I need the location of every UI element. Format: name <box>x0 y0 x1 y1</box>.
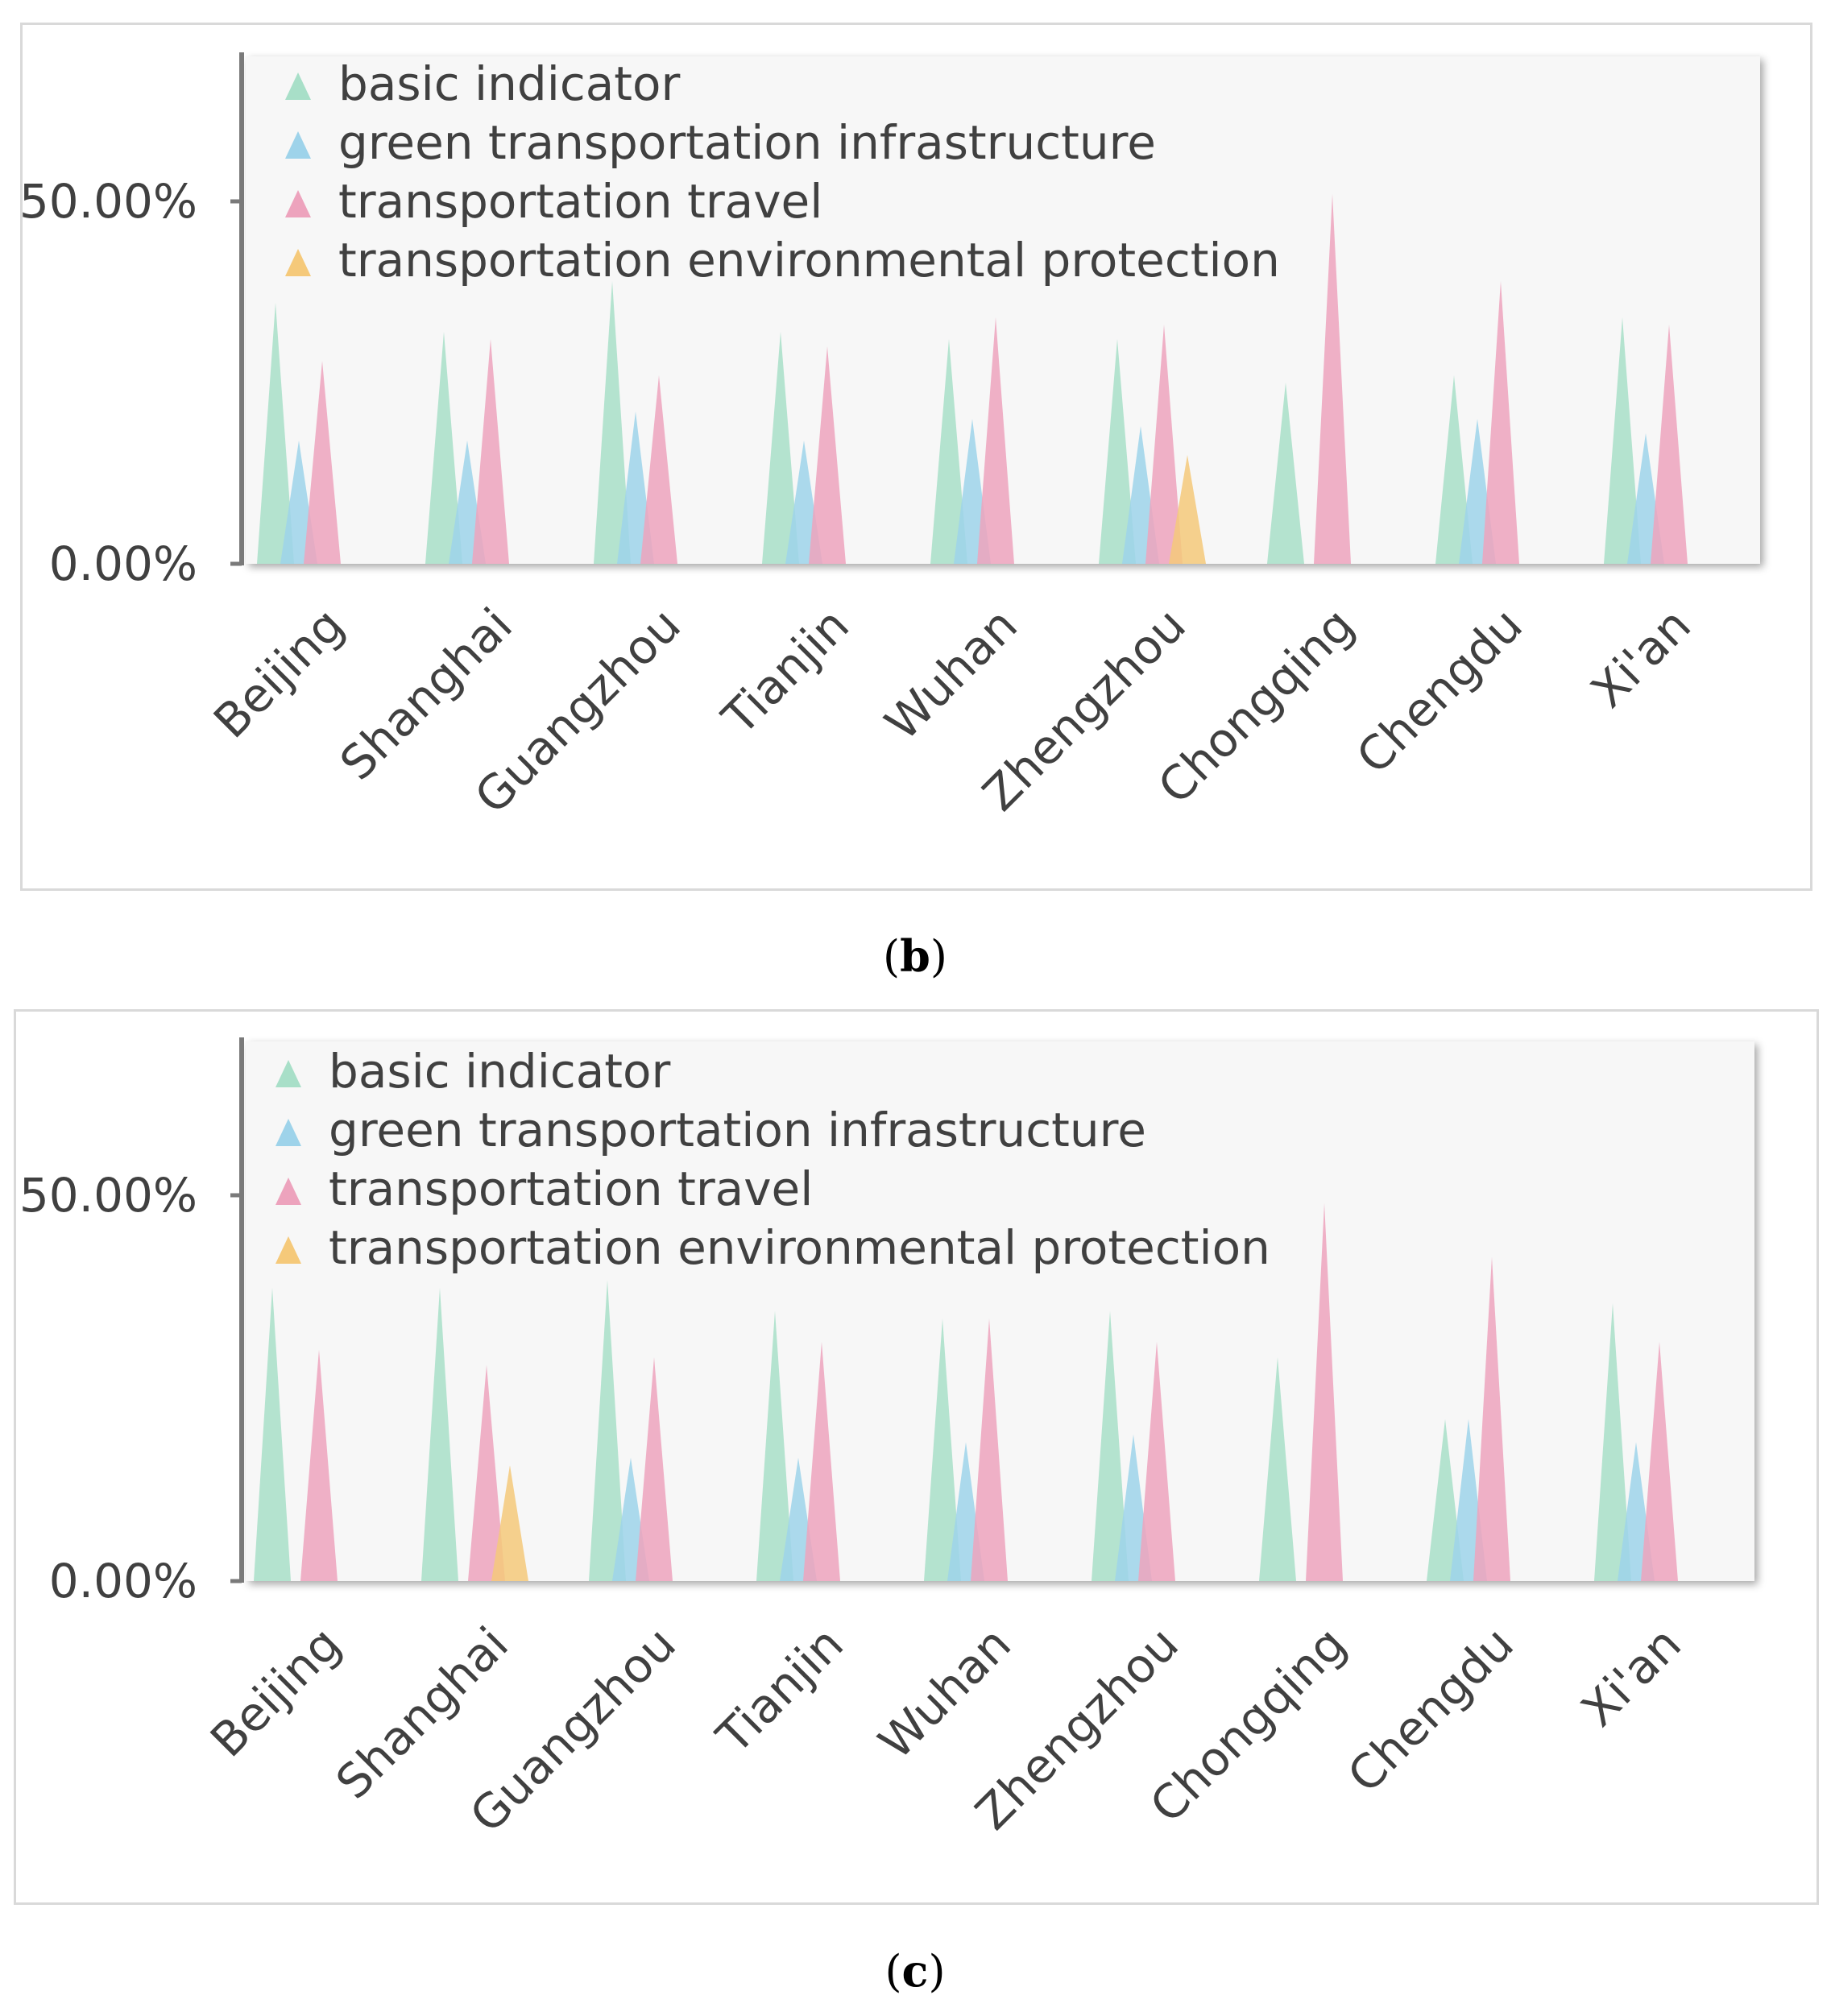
bar-tianjin-0 <box>762 332 799 564</box>
bar-zhengzhou-3 <box>1169 455 1206 564</box>
series-2 <box>300 1203 1678 1581</box>
bar-chengdu-0 <box>1427 1418 1464 1581</box>
legend-swatch <box>275 1060 301 1087</box>
x-tick-label: Tianjin <box>706 1617 854 1765</box>
series-2 <box>304 194 1688 564</box>
bar-shanghai-0 <box>425 332 462 564</box>
legend-swatch <box>275 1119 301 1146</box>
x-tick-label: Wuhan <box>875 598 1028 751</box>
y-tick-label: 50.00% <box>19 1168 197 1223</box>
legend-swatch <box>275 1236 301 1264</box>
bar-tianjin-0 <box>756 1310 793 1581</box>
bar-zhengzhou-2 <box>1145 325 1183 564</box>
x-tick-label: Chengdu <box>1346 598 1533 784</box>
bar-tianjin-2 <box>803 1342 840 1581</box>
bar-zhengzhou-0 <box>1092 1310 1129 1581</box>
bar-guangzhou-2 <box>636 1357 673 1581</box>
bar-guangzhou-0 <box>594 281 631 564</box>
caption-c-label: c <box>901 1945 929 1997</box>
bar-guangzhou-2 <box>640 375 677 564</box>
x-tick-label: Xi'an <box>1571 1617 1692 1737</box>
legend-swatch <box>285 190 311 217</box>
bar-chongqing-0 <box>1267 383 1304 564</box>
x-tick-label: Beijing <box>203 598 354 749</box>
bar-chengdu-2 <box>1473 1256 1510 1581</box>
bar-chengdu-0 <box>1435 375 1473 564</box>
x-tick-label: Tianjin <box>711 598 860 746</box>
bar-wuhan-2 <box>977 317 1014 564</box>
bar-xian-2 <box>1651 325 1688 564</box>
legend-label: green transportation infrastructure <box>329 1103 1146 1157</box>
legend-label: transportation travel <box>329 1161 813 1216</box>
bar-xian-2 <box>1641 1342 1678 1581</box>
legend-swatch <box>275 1178 301 1205</box>
bar-beijing-0 <box>254 1287 291 1581</box>
bar-zhengzhou-2 <box>1138 1342 1175 1581</box>
series-0 <box>254 1280 1631 1581</box>
y-tick-label: 50.00% <box>19 174 197 229</box>
x-tick-label: Chengdu <box>1337 1617 1524 1803</box>
bar-guangzhou-0 <box>589 1280 626 1581</box>
bar-beijing-2 <box>304 361 341 564</box>
bar-chongqing-2 <box>1314 194 1351 564</box>
legend-swatch <box>285 72 311 100</box>
series-3 <box>1169 455 1206 564</box>
bar-xian-0 <box>1604 317 1641 564</box>
bar-xian-0 <box>1594 1303 1631 1581</box>
caption-b-label: b <box>900 930 930 982</box>
y-tick-label: 0.00% <box>49 1554 197 1608</box>
legend-swatch <box>285 131 311 159</box>
caption-c: (c) <box>884 1945 946 1997</box>
x-tick-label: Wuhan <box>868 1617 1021 1770</box>
bar-tianjin-2 <box>809 346 846 564</box>
legend-label: basic indicator <box>329 1044 670 1099</box>
bar-chongqing-2 <box>1306 1203 1343 1581</box>
legend-label: transportation travel <box>338 174 822 229</box>
series-0 <box>257 281 1641 564</box>
legend-swatch <box>285 249 311 276</box>
bar-beijing-2 <box>300 1349 338 1581</box>
bar-shanghai-3 <box>491 1465 528 1581</box>
bar-shanghai-2 <box>468 1364 505 1581</box>
bar-chongqing-0 <box>1259 1357 1296 1581</box>
bar-chengdu-2 <box>1482 281 1519 564</box>
x-tick-label: Beijing <box>200 1617 351 1768</box>
bar-wuhan-0 <box>924 1318 961 1581</box>
legend-label: transportation environmental protection <box>329 1220 1270 1275</box>
bar-zhengzhou-0 <box>1099 339 1136 564</box>
legend-label: transportation environmental protection <box>338 233 1280 288</box>
bar-shanghai-0 <box>421 1287 458 1581</box>
bar-wuhan-2 <box>971 1318 1008 1581</box>
series-3 <box>491 1465 528 1581</box>
bar-shanghai-2 <box>472 339 509 564</box>
legend-label: green transportation infrastructure <box>338 115 1156 170</box>
bar-wuhan-0 <box>930 339 967 564</box>
x-tick-label: Xi'an <box>1580 598 1701 718</box>
bar-beijing-0 <box>257 303 294 564</box>
caption-b: (b) <box>883 930 947 982</box>
legend-label: basic indicator <box>338 56 680 111</box>
y-tick-label: 0.00% <box>49 536 197 591</box>
